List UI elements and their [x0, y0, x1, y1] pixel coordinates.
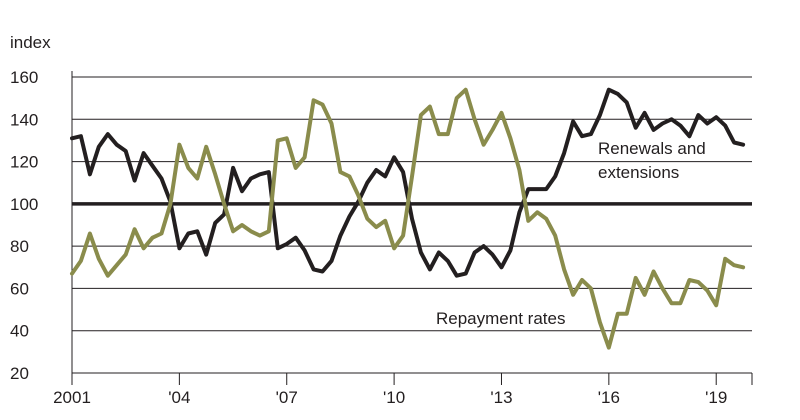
y-tick-label: 40: [10, 322, 29, 341]
series-label-line: Renewals and: [598, 139, 706, 158]
x-tick-label: 2001: [53, 388, 91, 407]
x-tick-label: '19: [705, 388, 727, 407]
series-layer: [70, 87, 746, 350]
series-label-renewals-and-extensions: Renewals and extensions: [598, 139, 706, 182]
label-layer: Renewals and extensions Repayment rates: [436, 139, 706, 328]
x-tick-label: '13: [490, 388, 512, 407]
x-tick-label: '04: [168, 388, 190, 407]
y-axis-title: index: [10, 33, 51, 52]
y-tick-label: 20: [10, 364, 29, 383]
series-line-repayment-rates: [70, 87, 746, 350]
y-tick-label: 60: [10, 279, 29, 298]
series-label-line: Repayment rates: [436, 309, 565, 328]
axis-layer: 20 40 60 80 100 120 140 160 2001 '04 '07 '10 '13 '16 '…: [10, 68, 753, 407]
y-tick-label: 120: [10, 153, 38, 172]
y-tick-label: 80: [10, 237, 29, 256]
y-tick-label: 100: [10, 195, 38, 214]
series-label-line: extensions: [598, 163, 679, 182]
y-tick-label: 160: [10, 68, 38, 87]
series-label-repayment-rates: Repayment rates: [436, 309, 565, 328]
x-tick-label: '07: [276, 388, 298, 407]
x-tick-label: '16: [598, 388, 620, 407]
y-tick-label: 140: [10, 110, 38, 129]
x-tick-label: '10: [383, 388, 405, 407]
